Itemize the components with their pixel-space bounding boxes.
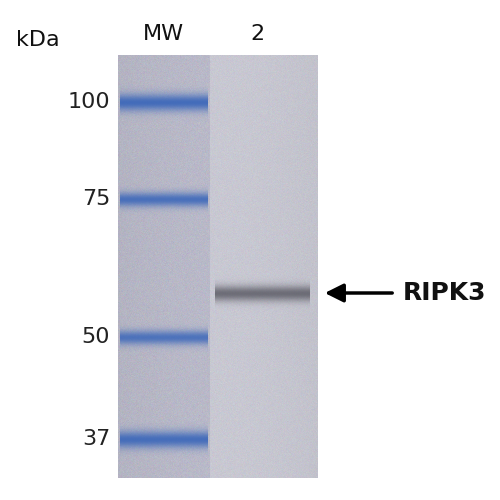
- Text: 100: 100: [68, 92, 110, 112]
- Text: 75: 75: [82, 189, 110, 209]
- Text: kDa: kDa: [16, 30, 60, 50]
- Text: RIPK3: RIPK3: [403, 281, 486, 305]
- Text: MW: MW: [142, 24, 184, 44]
- Text: 2: 2: [250, 24, 264, 44]
- Text: 50: 50: [82, 327, 110, 347]
- Text: 37: 37: [82, 429, 110, 449]
